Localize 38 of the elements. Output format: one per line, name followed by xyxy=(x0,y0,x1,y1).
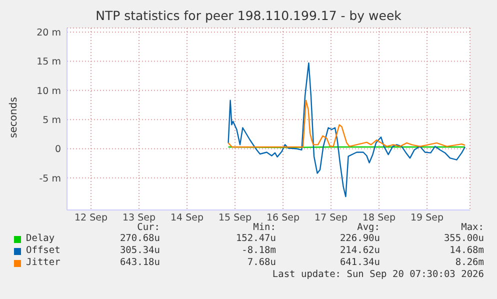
text: 305.34u xyxy=(120,245,160,256)
chart-title: NTP statistics for peer 198.110.199.17 - by week xyxy=(94,8,402,23)
x-tick-label: 15 Sep xyxy=(218,212,252,224)
x-tick-label: 19 Sep xyxy=(410,212,444,224)
y-tick-label: 15 m xyxy=(36,56,61,68)
y-tick-label: 5 m xyxy=(42,114,61,126)
legend-label: Delay xyxy=(26,233,55,244)
x-tick-label: 18 Sep xyxy=(362,212,396,224)
x-tick-label: 16 Sep xyxy=(266,212,300,224)
y-tick-label: 20 m xyxy=(36,27,61,38)
text: Avg: xyxy=(357,222,380,233)
legend-label: Offset xyxy=(26,245,60,256)
text: 226.90u xyxy=(340,233,380,244)
text: -8.18m xyxy=(242,245,276,256)
y-tick-label: 0 xyxy=(54,144,61,156)
x-tick-label: 12 Sep xyxy=(74,212,108,224)
line-series xyxy=(228,62,466,198)
text: Cur: xyxy=(137,222,160,233)
text: 8.26m xyxy=(455,257,484,268)
x-tick-label: 14 Sep xyxy=(170,212,204,224)
text: 641.34u xyxy=(340,257,380,268)
text: 355.00u xyxy=(444,233,484,244)
text: 7.68u xyxy=(247,257,276,268)
text: Last update: Sun Sep 20 07:30:03 2026 xyxy=(272,269,484,280)
text: Min: xyxy=(253,222,276,233)
text: Max: xyxy=(461,222,484,233)
y-tick-label: -5 m xyxy=(39,173,61,184)
y-axis-title: seconds xyxy=(8,96,20,140)
x-tick-label: 13 Sep xyxy=(122,212,156,224)
legend-label: Jitter xyxy=(26,257,60,268)
text: 14.68m xyxy=(450,245,484,256)
text: 643.18u xyxy=(120,257,160,268)
text: 152.47u xyxy=(236,233,276,244)
text: 214.62u xyxy=(340,245,380,256)
x-tick-label: 17 Sep xyxy=(314,212,348,224)
text: 270.68u xyxy=(120,233,160,244)
line-series xyxy=(228,100,466,148)
y-tick-label: 10 m xyxy=(36,86,61,97)
